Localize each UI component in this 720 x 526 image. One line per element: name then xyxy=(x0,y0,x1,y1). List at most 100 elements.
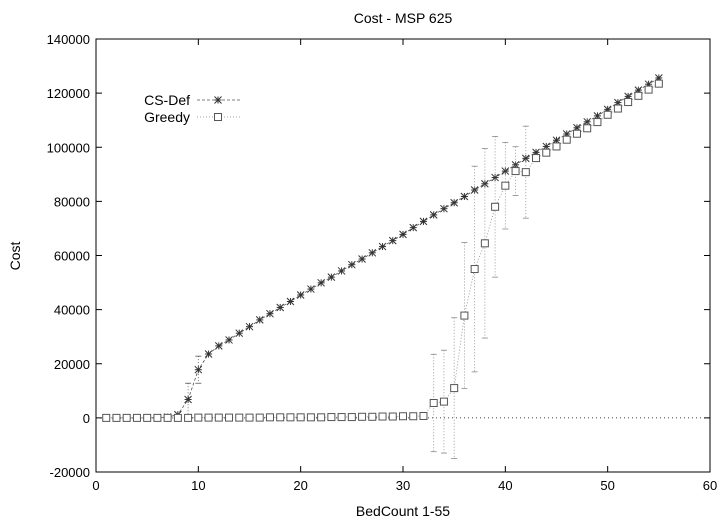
greedy-error-bar xyxy=(492,136,499,278)
marker-stroke xyxy=(255,316,264,324)
greedy-error-bar xyxy=(461,242,468,390)
greedy-point xyxy=(337,413,346,422)
cs-def-point xyxy=(204,350,213,358)
marker-stroke xyxy=(214,342,223,350)
marker-stroke xyxy=(481,179,489,188)
marker-stroke xyxy=(409,223,418,232)
greedy-point xyxy=(286,413,295,422)
greedy-point xyxy=(153,413,162,422)
cs-def-point xyxy=(337,267,346,275)
cs-def-error-bar xyxy=(195,355,202,384)
cs-def-point xyxy=(378,242,387,251)
marker-stroke xyxy=(276,303,285,312)
marker-stroke xyxy=(460,192,469,201)
cs-def-point xyxy=(327,273,336,282)
cs-def-point xyxy=(255,316,264,324)
x-tick-label: 50 xyxy=(600,478,614,493)
cs-def-point xyxy=(450,198,459,207)
greedy-point xyxy=(173,413,182,422)
marker-stroke xyxy=(235,329,244,338)
cs-def-point xyxy=(214,342,223,350)
marker-stroke xyxy=(307,285,315,293)
legend-marker-greedy xyxy=(214,113,222,121)
greedy-point xyxy=(654,79,663,88)
greedy-point xyxy=(593,118,602,127)
x-tick-label: 60 xyxy=(703,478,717,493)
greedy-point xyxy=(634,91,643,100)
greedy-point xyxy=(521,168,530,177)
cs-def-point xyxy=(419,217,428,226)
greedy-point xyxy=(542,148,551,157)
marker-stroke xyxy=(214,96,222,104)
greedy-point xyxy=(184,413,193,422)
cs-def-point xyxy=(358,255,366,263)
greedy-point xyxy=(347,413,356,422)
marker-stroke xyxy=(378,242,387,251)
greedy-point xyxy=(419,411,428,420)
cs-def-point xyxy=(491,173,499,182)
greedy-point xyxy=(163,413,172,422)
greedy-point xyxy=(327,413,336,422)
cs-def-point xyxy=(429,211,438,219)
cs-def-point xyxy=(388,236,397,245)
greedy-point xyxy=(583,124,592,133)
greedy-point xyxy=(439,397,448,406)
greedy-point xyxy=(562,135,571,144)
cs-def-point xyxy=(347,260,356,269)
marker-stroke xyxy=(491,173,499,182)
cs-def-point xyxy=(225,336,233,344)
x-tick-label: 10 xyxy=(191,478,205,493)
greedy-point xyxy=(388,412,397,421)
cs-def-point xyxy=(266,309,274,318)
greedy-point xyxy=(378,412,387,421)
greedy-point xyxy=(112,413,121,422)
greedy-point xyxy=(194,413,203,422)
marker-stroke xyxy=(450,198,459,207)
cs-def-point xyxy=(409,223,418,232)
y-axis-label: Cost xyxy=(7,242,23,271)
x-tick-label: 20 xyxy=(293,478,307,493)
marker-stroke xyxy=(245,322,254,331)
marker-stroke xyxy=(358,255,366,263)
legend-marker-cs-def xyxy=(214,96,222,104)
marker-stroke xyxy=(521,154,530,163)
y-tick-label: 100000 xyxy=(47,140,90,155)
x-tick-label: 30 xyxy=(396,478,410,493)
cs-def-point xyxy=(184,395,192,404)
marker-stroke xyxy=(501,167,510,175)
cs-def-point xyxy=(286,297,295,306)
y-tick-label: -20000 xyxy=(50,465,90,480)
cs-def-point xyxy=(399,230,407,239)
greedy-point xyxy=(450,384,459,393)
greedy-point xyxy=(225,413,234,422)
y-tick-label: 60000 xyxy=(54,249,90,264)
marker-stroke xyxy=(286,297,295,306)
y-tick-label: 140000 xyxy=(47,32,90,47)
cs-def-point xyxy=(245,322,254,331)
greedy-point xyxy=(511,167,520,176)
marker-stroke xyxy=(317,278,325,287)
y-tick-label: 80000 xyxy=(54,194,90,209)
cs-def-point xyxy=(296,291,305,299)
cs-def-point xyxy=(460,192,469,201)
y-tick-label: 40000 xyxy=(54,303,90,318)
marker-stroke xyxy=(347,260,356,269)
x-axis-label: BedCount 1-55 xyxy=(356,503,450,519)
greedy-point xyxy=(306,413,315,422)
cs-def-point xyxy=(194,365,203,374)
marker-stroke xyxy=(399,230,407,239)
cs-def-point xyxy=(521,154,530,163)
greedy-point xyxy=(603,110,612,119)
greedy-point xyxy=(102,413,111,422)
greedy-point xyxy=(235,413,244,422)
greedy-point xyxy=(399,412,407,421)
cs-def-point xyxy=(501,167,510,175)
greedy-point xyxy=(204,413,213,422)
greedy-point xyxy=(470,265,479,274)
greedy-point xyxy=(317,413,326,422)
x-tick-label: 40 xyxy=(498,478,512,493)
marker-stroke xyxy=(296,291,305,299)
greedy-error-bar xyxy=(522,125,529,219)
greedy-point xyxy=(429,398,438,407)
